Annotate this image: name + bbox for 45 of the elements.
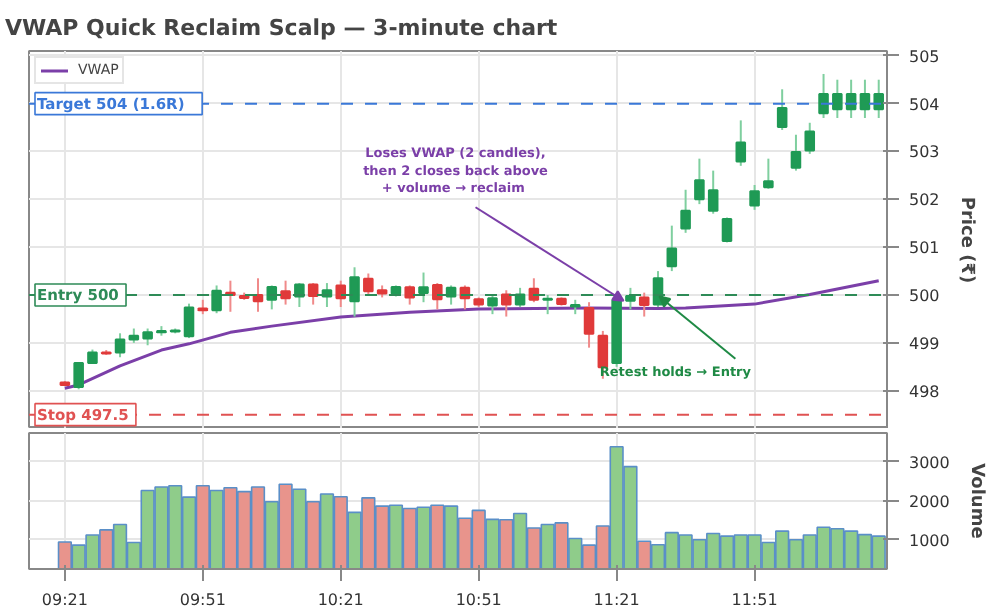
candlestick: [749, 183, 760, 211]
candlestick: [625, 286, 636, 311]
y-tick-label: 498: [909, 382, 940, 401]
x-tick-label: 11:21: [593, 591, 640, 609]
y-tick-label: 1000: [909, 531, 950, 550]
candlestick: [211, 284, 222, 315]
y-tick-label: 3000: [909, 453, 950, 472]
y-tick-label: 500: [909, 287, 940, 306]
x-tick-label: 09:21: [41, 591, 88, 609]
candlestick: [776, 88, 788, 131]
y-tick-label: 504: [909, 95, 940, 114]
x-tick-label: 10:51: [455, 591, 502, 609]
candlestick: [735, 119, 747, 167]
x-tick-label: 10:21: [317, 591, 364, 609]
candlestick: [583, 301, 595, 349]
candlestick: [432, 282, 443, 311]
y-axis-title: Volume: [965, 463, 986, 539]
candlestick: [487, 294, 498, 316]
candlestick: [418, 271, 429, 304]
candlestick: [73, 361, 84, 391]
candlestick: [349, 266, 360, 318]
candlestick: [804, 121, 816, 155]
chart-title: VWAP Quick Reclaim Scalp — 3-minute chart: [5, 15, 558, 41]
y-axis-title: Price (₹): [955, 196, 976, 284]
candlestick: [680, 188, 691, 234]
candlestick: [404, 284, 415, 306]
candlestick: [114, 332, 126, 359]
candlestick: [666, 224, 678, 273]
candlestick: [183, 302, 195, 340]
y-tick-label: 502: [909, 191, 940, 210]
y-tick-label: 501: [909, 239, 940, 258]
candlestick: [280, 279, 291, 306]
candlestick: [335, 279, 347, 308]
x-tick-label: 11:51: [731, 591, 778, 609]
x-tick-label: 09:51: [179, 591, 226, 609]
candlestick: [763, 157, 774, 190]
y-tick-label: 503: [909, 143, 940, 162]
candlestick: [542, 294, 553, 316]
y-tick-label: 505: [909, 47, 940, 66]
candlestick: [307, 282, 319, 306]
y-tick-label: 2000: [909, 492, 950, 511]
candlestick: [790, 133, 802, 172]
candlestick: [638, 291, 650, 318]
candlestick: [501, 289, 512, 318]
y-tick-label: 499: [909, 334, 940, 353]
